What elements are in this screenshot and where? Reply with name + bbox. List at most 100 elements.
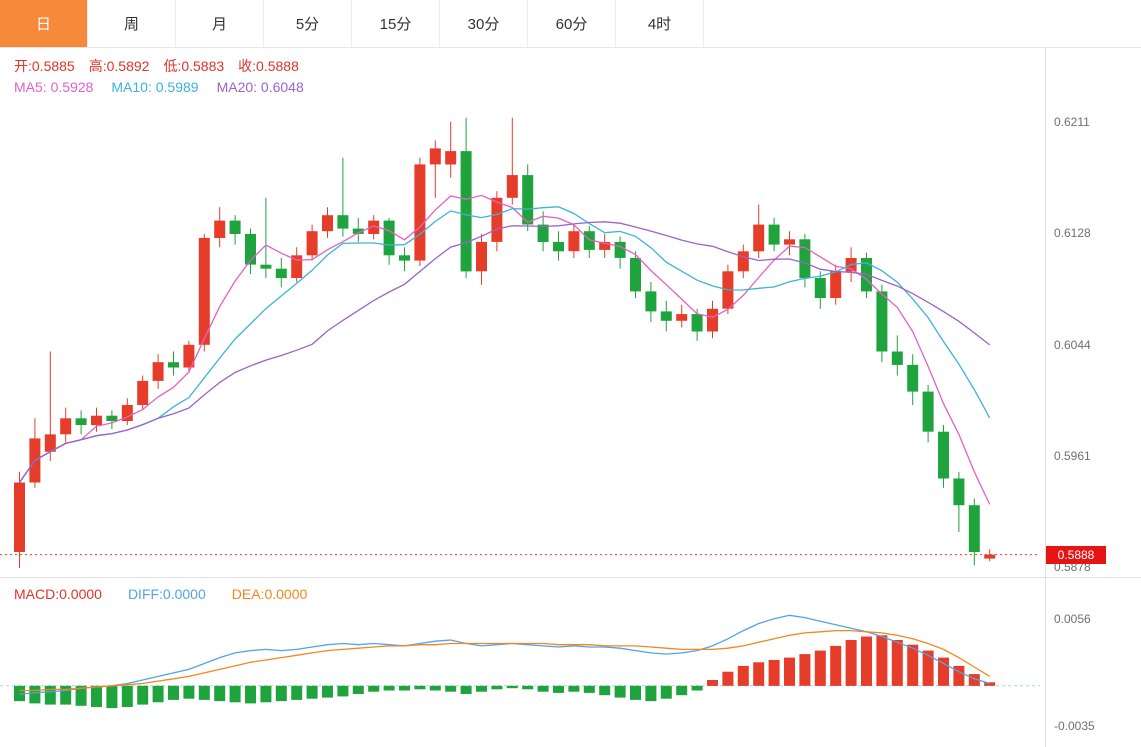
- high-value: 高:0.5892: [88, 58, 150, 74]
- ma5-value: MA5: 0.5928: [14, 79, 94, 95]
- candle-body: [306, 231, 318, 256]
- macd-hist-bar: [491, 685, 503, 690]
- candle-body: [322, 215, 333, 232]
- ma10-value: MA10: 0.5989: [111, 79, 199, 95]
- macd-hist-bar: [168, 685, 179, 700]
- candle-body: [506, 175, 518, 198]
- candle-body: [399, 255, 410, 261]
- macd-hist-bar: [75, 685, 87, 706]
- macd-hist-bar: [352, 685, 364, 694]
- candle-body: [260, 264, 272, 269]
- tab-15min[interactable]: 15分: [352, 0, 440, 47]
- candle-body: [737, 251, 749, 272]
- macd-hist-bar: [691, 685, 703, 691]
- macd-hist-bar: [60, 685, 72, 705]
- candle-body: [938, 431, 949, 479]
- candle-body: [553, 241, 564, 252]
- diff-value: DIFF:0.0000: [127, 586, 206, 602]
- macd-hist-bar: [583, 685, 595, 693]
- last-price-tag: 0.5888: [1046, 545, 1106, 564]
- tab-5min[interactable]: 5分: [264, 0, 352, 47]
- candle-body: [214, 220, 226, 238]
- candle-body: [968, 505, 980, 552]
- macd-hist-bar: [753, 662, 765, 686]
- ma5-line: [18, 194, 991, 505]
- candle-body: [645, 291, 657, 312]
- candle-body: [522, 175, 534, 225]
- candle-body: [583, 231, 595, 250]
- candle-body: [152, 362, 164, 381]
- candlestick-chart[interactable]: [0, 48, 1045, 578]
- candle-body: [799, 239, 811, 279]
- macd-hist-bar: [137, 685, 149, 705]
- timeframe-tabbar: 日 周 月 5分 15分 30分 60分 4时: [0, 0, 1141, 48]
- macd-hist-bar: [861, 636, 872, 686]
- tab-month[interactable]: 月: [176, 0, 264, 47]
- macd-hist-bar: [938, 657, 949, 686]
- macd-hist-bar: [44, 685, 56, 705]
- candle-body: [60, 418, 72, 435]
- candle-body: [476, 241, 487, 272]
- macd-axis-label: 0.0056: [1054, 612, 1091, 626]
- candle-body: [414, 164, 426, 261]
- macd-hist-bar: [784, 657, 795, 686]
- macd-hist-bar: [676, 685, 688, 696]
- macd-hist-bar: [737, 665, 749, 686]
- macd-hist-bar: [614, 685, 626, 698]
- candle-body: [630, 258, 641, 292]
- tab-week[interactable]: 周: [88, 0, 176, 47]
- macd-axis-label: -0.0035: [1054, 719, 1095, 733]
- open-value: 开:0.5885: [14, 58, 75, 74]
- candle-body: [614, 241, 626, 258]
- low-value: 低:0.5883: [163, 58, 225, 74]
- price-axis-label: 0.6128: [1054, 225, 1091, 240]
- candle-body: [168, 362, 179, 368]
- price-panel: 开:0.5885 高:0.5892 低:0.5883 收:0.5888 MA5:…: [0, 48, 1141, 578]
- candle-body: [383, 220, 395, 256]
- macd-hist-bar: [922, 650, 934, 686]
- macd-hist-bar: [537, 685, 549, 692]
- macd-hist-bar: [660, 685, 672, 699]
- macd-hist-bar: [414, 685, 426, 690]
- price-axis-label: 0.6211: [1054, 115, 1090, 129]
- candle-body: [599, 241, 611, 250]
- candle-body: [275, 268, 287, 279]
- tab-30min[interactable]: 30分: [440, 0, 528, 47]
- candle-body: [753, 224, 765, 252]
- candle-body: [121, 405, 133, 421]
- macd-panel: MACD:0.0000 DIFF:0.0000 DEA:0.0000 0.005…: [0, 578, 1141, 747]
- ma20-value: MA20: 0.6048: [216, 79, 304, 95]
- macd-hist-bar: [645, 685, 657, 702]
- macd-hist-bar: [476, 685, 487, 692]
- tab-4hour[interactable]: 4时: [616, 0, 704, 47]
- macd-hist-bar: [91, 685, 102, 707]
- tab-day[interactable]: 日: [0, 0, 88, 47]
- candle-body: [814, 278, 826, 298]
- candle-body: [537, 224, 549, 242]
- close-value: 收:0.5888: [238, 58, 299, 74]
- candle-body: [876, 291, 888, 352]
- macd-hist-bar: [876, 635, 888, 686]
- macd-hist-bar: [891, 640, 903, 686]
- macd-chart[interactable]: [0, 578, 1045, 747]
- candle-body: [14, 482, 25, 552]
- macd-hist-bar: [399, 685, 410, 691]
- candle-body: [907, 364, 919, 392]
- candle-body: [707, 308, 718, 332]
- tab-60min[interactable]: 60分: [528, 0, 616, 47]
- candle-body: [460, 151, 472, 272]
- macd-hist-bar: [814, 650, 826, 686]
- macd-hist-bar: [198, 685, 210, 700]
- macd-hist-bar: [768, 660, 780, 686]
- candle-body: [75, 418, 87, 425]
- macd-hist-bar: [599, 685, 611, 696]
- macd-axis: 0.0056 -0.0035: [1045, 578, 1141, 747]
- macd-hist-bar: [460, 685, 472, 694]
- macd-hist-bar: [845, 640, 857, 686]
- macd-hist-bar: [322, 685, 333, 698]
- macd-legend: MACD:0.0000 DIFF:0.0000 DEA:0.0000: [14, 586, 307, 602]
- macd-hist-bar: [368, 685, 380, 692]
- candle-body: [337, 215, 349, 229]
- candle-body: [44, 434, 56, 452]
- candle-body: [922, 391, 934, 432]
